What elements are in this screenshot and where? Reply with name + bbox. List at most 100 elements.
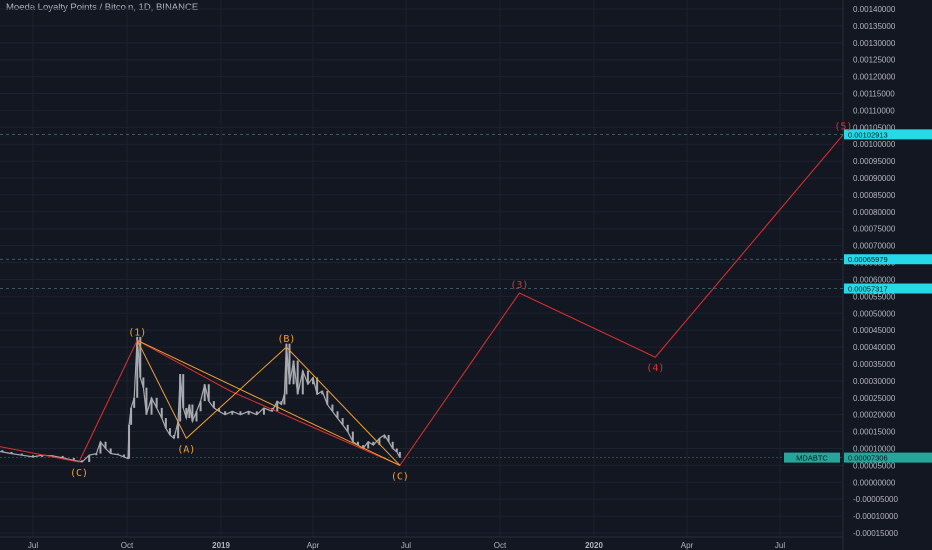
candle bbox=[341, 418, 344, 425]
candle bbox=[173, 434, 176, 439]
chart-title: Moeda Loyalty Points / Bitcoin, 1D, BINA… bbox=[6, 2, 199, 13]
candle bbox=[387, 434, 390, 442]
candle bbox=[41, 455, 44, 457]
y-tick-label: 0.00075000 bbox=[853, 225, 896, 234]
y-tick-label: 0.00080000 bbox=[853, 208, 896, 217]
y-tick-label: 0.00090000 bbox=[853, 174, 896, 183]
candle bbox=[10, 451, 13, 454]
candle bbox=[276, 401, 279, 412]
candle bbox=[224, 411, 227, 415]
candle bbox=[81, 460, 84, 463]
price-tag bbox=[844, 254, 932, 265]
y-tick-label: 0.00010000 bbox=[853, 444, 896, 453]
y-tick-label: -0.00010000 bbox=[853, 512, 898, 521]
x-tick-label: Apr bbox=[307, 541, 320, 550]
price-tag bbox=[844, 129, 932, 140]
y-tick-label: 0.00100000 bbox=[853, 140, 896, 149]
candle bbox=[122, 454, 125, 457]
x-tick-label: Jul bbox=[775, 541, 785, 550]
y-tick-label: 0.00025000 bbox=[853, 394, 896, 403]
candle bbox=[391, 441, 394, 449]
candle bbox=[255, 411, 258, 415]
candle bbox=[51, 455, 54, 457]
y-tick-label: 0.00130000 bbox=[853, 39, 896, 48]
price-tag bbox=[844, 283, 932, 294]
candle bbox=[139, 336, 142, 378]
y-tick-label: 0.00035000 bbox=[853, 360, 896, 369]
y-tick-label: 0.00060000 bbox=[853, 275, 896, 284]
candle bbox=[150, 397, 153, 415]
candle bbox=[207, 384, 210, 402]
candle bbox=[61, 455, 64, 458]
candle bbox=[32, 455, 34, 457]
candle bbox=[362, 445, 365, 449]
wave-line bbox=[0, 134, 844, 467]
y-tick-label: 0.00125000 bbox=[853, 56, 896, 65]
candle bbox=[188, 404, 191, 419]
y-tick-label: 0.00055000 bbox=[853, 292, 896, 301]
y-tick-label: 0.00050000 bbox=[853, 309, 896, 318]
candle bbox=[127, 456, 130, 459]
candle bbox=[185, 407, 188, 419]
candle bbox=[239, 411, 242, 415]
wave-label: (A) bbox=[177, 444, 195, 455]
wave-label: (B) bbox=[277, 334, 295, 345]
y-tick-label: 0.00085000 bbox=[853, 191, 896, 200]
candle bbox=[280, 401, 283, 405]
y-tick-label: -0.00015000 bbox=[853, 529, 898, 538]
candle bbox=[128, 424, 131, 459]
wave-label: (C) bbox=[70, 468, 88, 479]
candle bbox=[301, 370, 304, 395]
candle bbox=[398, 451, 401, 458]
candle bbox=[283, 394, 286, 405]
price-tag bbox=[844, 452, 932, 463]
y-tick-label: 0.00070000 bbox=[853, 242, 896, 251]
y-tick-label: 0.00120000 bbox=[853, 73, 896, 82]
x-tick-label: Apr bbox=[681, 541, 694, 550]
y-tick-label: 0.00140000 bbox=[853, 5, 896, 14]
wave-line bbox=[136, 339, 401, 466]
x-tick-label: 2020 bbox=[585, 541, 603, 550]
candle bbox=[177, 421, 180, 439]
candle bbox=[292, 360, 295, 385]
candle bbox=[296, 360, 299, 395]
candle bbox=[99, 441, 102, 454]
wave-label: (1) bbox=[128, 327, 146, 338]
candle bbox=[311, 377, 314, 385]
candle bbox=[316, 377, 319, 395]
candle bbox=[288, 343, 291, 385]
candle bbox=[321, 391, 324, 395]
y-tick-label: 0.00115000 bbox=[853, 90, 895, 99]
candle bbox=[160, 407, 163, 419]
y-tick-label: 0.00135000 bbox=[853, 22, 896, 31]
candle bbox=[195, 411, 198, 422]
candle bbox=[20, 453, 23, 456]
candle bbox=[95, 453, 98, 456]
candle bbox=[182, 374, 185, 408]
candle bbox=[331, 404, 334, 412]
x-tick-label: Oct bbox=[494, 541, 507, 550]
y-tick-label: 0.00000000 bbox=[853, 478, 896, 487]
x-tick-label: Oct bbox=[121, 541, 134, 550]
candle bbox=[262, 407, 265, 415]
wave-line bbox=[136, 340, 401, 466]
candle bbox=[351, 431, 354, 442]
x-tick-label: Jul bbox=[28, 541, 38, 550]
candle bbox=[383, 434, 386, 439]
wave-label: (5) bbox=[834, 121, 852, 132]
candle bbox=[217, 407, 220, 412]
candle bbox=[231, 411, 234, 415]
candle bbox=[285, 343, 288, 395]
y-tick-label: 0.00030000 bbox=[853, 377, 896, 386]
candle bbox=[104, 441, 107, 449]
price-tag-label: 0.00007306 bbox=[848, 454, 888, 463]
y-tick-label: 0.00020000 bbox=[853, 411, 896, 420]
y-tick-label: 0.00015000 bbox=[853, 428, 896, 437]
candle bbox=[142, 377, 145, 388]
y-tick-label: 0.00110000 bbox=[853, 106, 895, 115]
y-tick-label: -0.00005000 bbox=[853, 495, 898, 504]
candle bbox=[372, 441, 375, 446]
symbol-tag bbox=[784, 452, 840, 463]
candle bbox=[336, 411, 339, 419]
